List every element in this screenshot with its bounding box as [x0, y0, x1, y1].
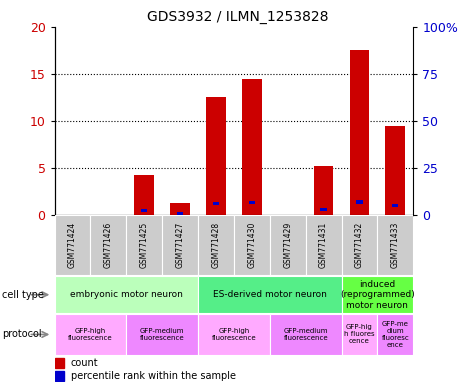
Text: GSM771433: GSM771433 — [391, 222, 400, 268]
Bar — [392, 204, 399, 207]
Bar — [91, 215, 126, 275]
Text: GSM771431: GSM771431 — [319, 222, 328, 268]
Bar — [378, 314, 413, 355]
Bar — [249, 201, 255, 204]
Bar — [55, 314, 126, 355]
Text: GFP-medium
fluorescence: GFP-medium fluorescence — [140, 328, 184, 341]
Text: induced
(reprogrammed)
motor neuron: induced (reprogrammed) motor neuron — [340, 280, 415, 310]
Bar — [314, 166, 333, 215]
Bar — [162, 215, 198, 275]
Bar — [242, 79, 262, 215]
Text: GFP-high
fluorescence: GFP-high fluorescence — [212, 328, 256, 341]
Bar — [206, 98, 226, 215]
Bar — [177, 212, 183, 215]
Text: GSM771432: GSM771432 — [355, 222, 364, 268]
Bar — [55, 371, 64, 381]
Text: cell type: cell type — [2, 290, 44, 300]
Text: embryonic motor neuron: embryonic motor neuron — [70, 290, 183, 299]
Text: percentile rank within the sample: percentile rank within the sample — [71, 371, 236, 381]
Bar — [126, 215, 162, 275]
Bar — [321, 208, 327, 211]
Bar — [270, 215, 306, 275]
Text: GSM771430: GSM771430 — [247, 222, 257, 268]
Bar — [141, 209, 147, 212]
Text: GFP-hig
h fluores
cence: GFP-hig h fluores cence — [344, 324, 375, 344]
Bar — [126, 314, 198, 355]
Text: protocol: protocol — [2, 329, 42, 339]
Bar — [342, 276, 413, 313]
Bar — [342, 215, 378, 275]
Text: GFP-medium
fluorescence: GFP-medium fluorescence — [284, 328, 328, 341]
Text: GSM771428: GSM771428 — [211, 222, 220, 268]
Bar — [378, 215, 413, 275]
Bar — [170, 203, 190, 215]
Bar — [234, 215, 270, 275]
Text: GFP-me
dium
fluoresc
ence: GFP-me dium fluoresc ence — [381, 321, 409, 348]
Text: ES-derived motor neuron: ES-derived motor neuron — [213, 290, 327, 299]
Bar — [55, 215, 91, 275]
Bar — [342, 314, 378, 355]
Text: GDS3932 / ILMN_1253828: GDS3932 / ILMN_1253828 — [147, 10, 328, 23]
Bar — [306, 215, 342, 275]
Bar — [356, 200, 362, 204]
Text: GSM771429: GSM771429 — [283, 222, 292, 268]
Bar — [55, 276, 198, 313]
Bar — [350, 50, 370, 215]
Bar — [385, 126, 405, 215]
Bar — [198, 215, 234, 275]
Text: GSM771427: GSM771427 — [176, 222, 185, 268]
Text: GSM771426: GSM771426 — [104, 222, 113, 268]
Bar — [134, 175, 154, 215]
Bar — [198, 276, 342, 313]
Bar — [213, 202, 219, 205]
Bar — [55, 358, 64, 368]
Text: GSM771425: GSM771425 — [140, 222, 149, 268]
Bar — [270, 314, 342, 355]
Text: count: count — [71, 358, 98, 368]
Bar — [198, 314, 270, 355]
Text: GFP-high
fluorescence: GFP-high fluorescence — [68, 328, 113, 341]
Text: GSM771424: GSM771424 — [68, 222, 77, 268]
